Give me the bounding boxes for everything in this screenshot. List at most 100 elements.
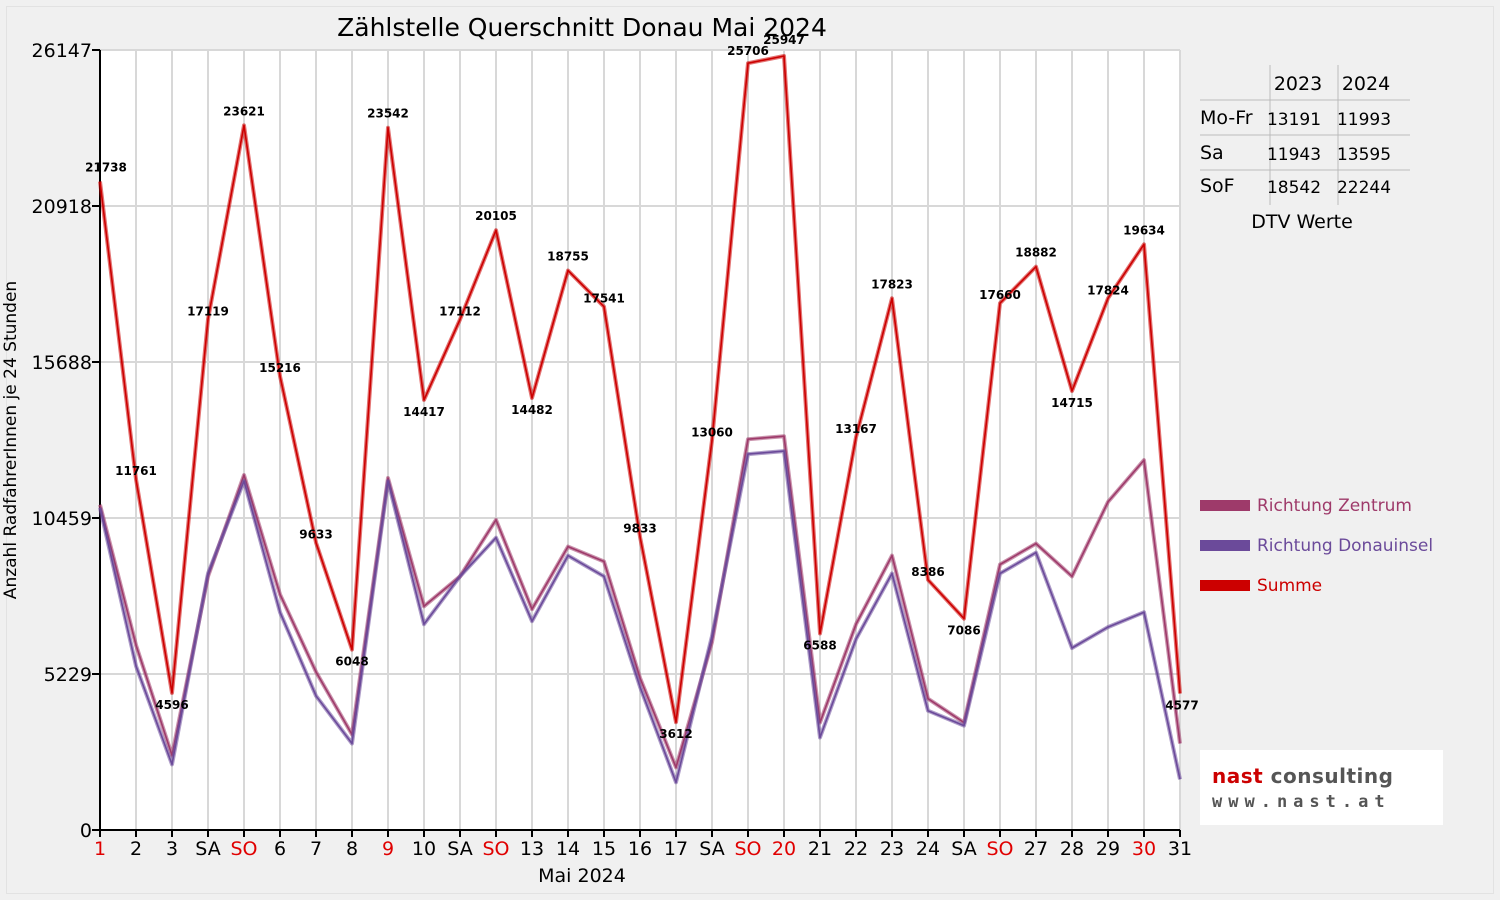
- data-label: 14417: [403, 405, 445, 419]
- legend: Richtung Zentrum Richtung Donauinsel Sum…: [1200, 496, 1433, 596]
- y-tick-label: 20918: [32, 196, 92, 218]
- data-label: 17112: [439, 305, 481, 319]
- dtv-cell: 11943: [1267, 145, 1321, 165]
- x-tick-label: SO: [230, 838, 257, 860]
- series-line-richtung-zentrum: [99, 435, 1181, 769]
- company-logo: nast consulting www.nast.at: [1200, 750, 1443, 825]
- dtv-cell: 13595: [1337, 145, 1391, 165]
- data-label: 6588: [803, 638, 836, 652]
- logo-url: www.nast.at: [1212, 792, 1391, 812]
- data-label: 18755: [547, 250, 589, 264]
- data-label: 17541: [583, 292, 625, 306]
- data-label: 17660: [979, 288, 1021, 302]
- legend-swatch-zentrum: [1200, 500, 1250, 511]
- data-label: 11761: [115, 464, 157, 478]
- dtv-cell: 13191: [1267, 110, 1321, 130]
- series-line-richtung-donauinsel: [99, 450, 1181, 784]
- chart-title: Zählstelle Querschnitt Donau Mai 2024: [337, 13, 827, 42]
- dtv-row-label: Mo-Fr: [1200, 107, 1253, 129]
- x-tick-label: SO: [986, 838, 1013, 860]
- x-tick-label: SA: [195, 838, 220, 860]
- dtv-header-2024: 2024: [1342, 73, 1390, 95]
- y-tick-label: 0: [80, 820, 92, 842]
- logo-name-part2: consulting: [1263, 764, 1394, 788]
- x-tick-label: SO: [482, 838, 509, 860]
- dtv-row-label: SoF: [1200, 175, 1235, 197]
- y-axis-label: Anzahl RadfahrerInnen je 24 Stunden: [1, 281, 21, 599]
- x-axis-label: Mai 2024: [538, 865, 626, 887]
- data-label: 15216: [259, 361, 301, 375]
- data-label: 14715: [1051, 396, 1093, 410]
- data-label: 23621: [223, 104, 265, 118]
- data-label: 4596: [155, 698, 188, 712]
- x-tick-label: 21: [808, 838, 832, 860]
- x-tick-label: 16: [628, 838, 652, 860]
- data-label: 19634: [1123, 223, 1165, 237]
- data-label: 25706: [727, 44, 769, 58]
- dtv-cell: 11993: [1337, 110, 1391, 130]
- data-labels: 21738 11761 4596 17119 23621 15216 9633 6048 235…: [85, 33, 1199, 741]
- data-label: 4577: [1165, 698, 1198, 712]
- logo-name: nast consulting: [1212, 764, 1393, 788]
- data-label: 3612: [659, 727, 692, 741]
- data-label: 9833: [623, 522, 656, 536]
- data-label: 17823: [871, 277, 913, 291]
- legend-label-zentrum: Richtung Zentrum: [1257, 496, 1412, 516]
- data-label: 23542: [367, 107, 409, 121]
- data-label: 21738: [85, 161, 127, 175]
- dtv-cell: 22244: [1337, 178, 1391, 198]
- data-label: 25947: [763, 33, 805, 47]
- legend-swatch-donauinsel: [1200, 540, 1250, 551]
- logo-name-part1: nast: [1212, 764, 1264, 788]
- series-line-summe: [99, 55, 1181, 724]
- x-tick-label: 14: [556, 838, 580, 860]
- legend-label-donauinsel: Richtung Donauinsel: [1257, 536, 1433, 556]
- x-tick-label: 13: [520, 838, 544, 860]
- dtv-row-label: Sa: [1200, 142, 1224, 164]
- y-tick-label: 5229: [44, 664, 92, 686]
- x-tick-label: 22: [844, 838, 868, 860]
- x-tick-label: 31: [1168, 838, 1192, 860]
- x-tick-label: SA: [951, 838, 976, 860]
- data-label: 17119: [187, 304, 229, 318]
- x-tick-label: 1: [94, 838, 106, 860]
- data-label: 20105: [475, 209, 517, 223]
- data-label: 7086: [947, 624, 980, 638]
- dtv-table: 2023 2024 Mo-Fr 13191 11993 Sa 11943 135…: [1200, 65, 1410, 233]
- series-layer: [98, 54, 1182, 785]
- x-tick-label: 29: [1096, 838, 1120, 860]
- x-tick-label: 15: [592, 838, 616, 860]
- x-tick-label: 30: [1132, 838, 1156, 860]
- x-tick-label: 24: [916, 838, 940, 860]
- y-tick-label: 10459: [32, 508, 92, 530]
- data-label: 13060: [691, 425, 733, 439]
- x-tick-label: 6: [274, 838, 286, 860]
- dtv-cell: 18542: [1267, 178, 1321, 198]
- grid: [100, 49, 1181, 830]
- y-tick-label: 26147: [32, 40, 92, 62]
- legend-swatch-summe: [1200, 580, 1250, 591]
- x-tick-label: 2: [130, 838, 142, 860]
- x-tick-label: 27: [1024, 838, 1048, 860]
- data-label: 6048: [335, 655, 368, 669]
- dtv-caption: DTV Werte: [1251, 211, 1353, 233]
- x-tick-label: SA: [699, 838, 724, 860]
- x-tick-label: 3: [166, 838, 178, 860]
- data-label: 13167: [835, 422, 877, 436]
- legend-label-summe: Summe: [1257, 576, 1322, 596]
- x-tick-label: 20: [772, 838, 796, 860]
- dtv-header-2023: 2023: [1274, 73, 1322, 95]
- data-label: 17824: [1087, 283, 1129, 297]
- x-tick-label: 9: [382, 838, 394, 860]
- data-label: 18882: [1015, 246, 1057, 260]
- x-tick-label: 8: [346, 838, 358, 860]
- data-label: 9633: [299, 528, 332, 542]
- data-label: 8386: [911, 565, 944, 579]
- x-tick-label: SA: [447, 838, 472, 860]
- x-tick-label: 23: [880, 838, 904, 860]
- y-tick-label: 15688: [32, 352, 92, 374]
- x-tick-label: 10: [412, 838, 436, 860]
- data-label: 14482: [511, 403, 553, 417]
